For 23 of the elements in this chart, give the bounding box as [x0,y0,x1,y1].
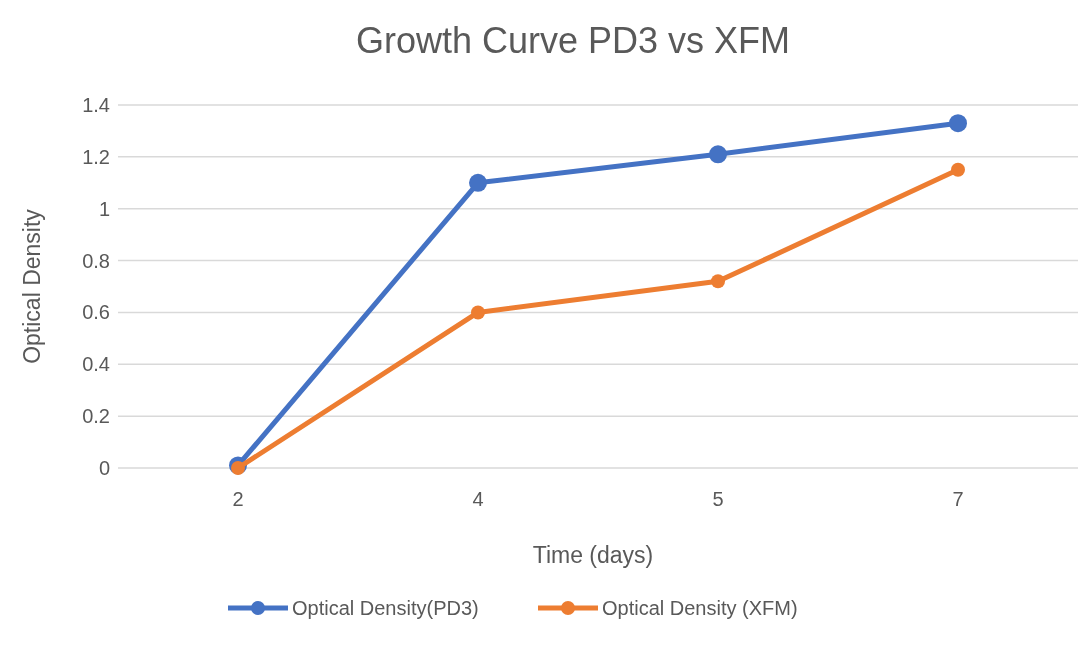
y-tick-label: 0 [98,457,110,479]
y-tick-label: 0.4 [82,353,110,376]
legend-label: Optical Density (XFM) [602,597,798,619]
y-axis-title: Optical Density [19,208,45,364]
chart-title: Growth Curve PD3 vs XFM [355,20,791,61]
y-tick-label: 0.8 [82,249,110,272]
y-tick-label: 1.4 [82,94,110,116]
point [951,162,965,177]
point [471,305,485,320]
y-tick-label: 0.6 [82,301,110,324]
y-tick-label: 1 [98,197,110,220]
y-tick-label: 1.2 [82,145,110,168]
point [949,114,967,133]
x-axis-title: Time (days) [532,542,654,568]
point [709,145,727,164]
x-tick-label: 5 [712,488,724,510]
legend-label: Optical Density(PD3) [292,597,479,619]
point [711,274,725,289]
x-tick-label: 7 [952,488,964,510]
x-tick-label: 4 [472,488,484,510]
y-tick-label: 0.2 [82,405,110,428]
point [469,173,487,192]
x-tick-label: 2 [232,488,244,510]
